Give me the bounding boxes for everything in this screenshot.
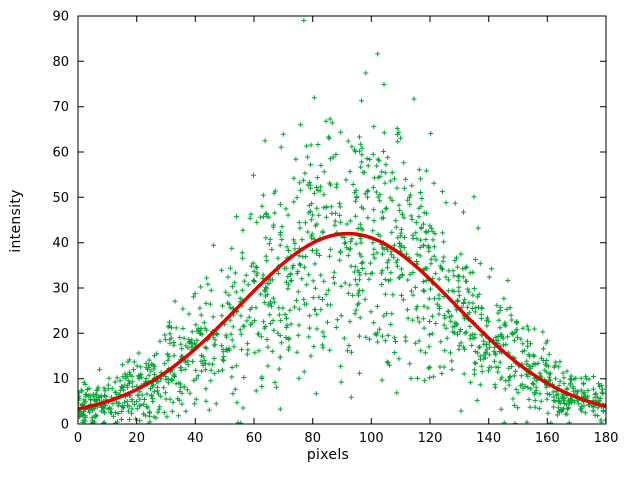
y-axis-label-text: intensity: [8, 189, 24, 253]
y-tick-label: 70: [52, 100, 69, 115]
y-tick-label: 40: [52, 236, 69, 251]
y-tick-label: 20: [52, 327, 69, 342]
y-tick-label: 50: [52, 191, 69, 206]
axis-tick-marks: [77, 15, 607, 425]
x-axis-label: pixels: [0, 447, 640, 463]
y-tick-label: 90: [52, 10, 69, 25]
y-axis-label: intensity: [8, 121, 24, 321]
x-tick-label: 140: [476, 431, 501, 446]
y-tick-label: 30: [52, 282, 69, 297]
x-tick-label: 100: [359, 431, 384, 446]
x-tick-label: 180: [594, 431, 619, 446]
x-axis-label-text: pixels: [306, 447, 350, 463]
x-tick-label: 20: [128, 431, 145, 446]
y-tick-label: 80: [52, 55, 69, 70]
x-tick-label: 40: [187, 431, 204, 446]
y-tick-label: 10: [52, 372, 69, 387]
x-tick-label: 160: [535, 431, 560, 446]
gaussian-fit-curve: [78, 231, 606, 411]
x-tick-label: 80: [304, 431, 321, 446]
y-tick-label: 0: [61, 418, 69, 433]
x-tick-label: 0: [74, 431, 82, 446]
plot-border: [77, 15, 607, 425]
y-tick-label: 60: [52, 146, 69, 161]
x-tick-label: 60: [246, 431, 263, 446]
x-tick-label: 120: [418, 431, 443, 446]
measured-intensity-points: [78, 18, 606, 424]
